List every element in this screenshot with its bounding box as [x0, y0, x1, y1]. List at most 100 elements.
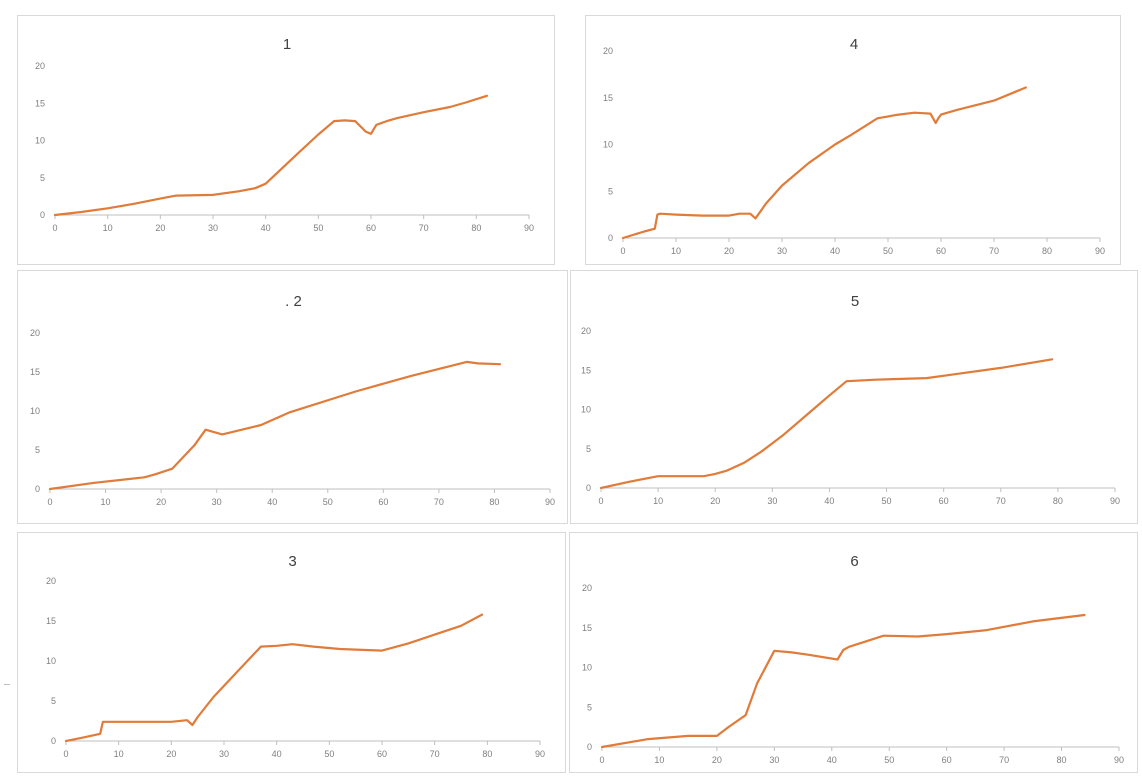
chart-title: 1: [283, 36, 291, 53]
divider-mark: [4, 684, 10, 685]
y-tick-label: 10: [46, 656, 56, 666]
x-tick-label: 0: [620, 246, 625, 256]
y-tick-label: 0: [608, 233, 613, 243]
x-tick-label: 70: [996, 496, 1006, 506]
x-tick-label: 10: [671, 246, 681, 256]
x-tick-label: 30: [219, 749, 229, 759]
y-tick-label: 10: [603, 140, 613, 150]
x-tick-label: 80: [1042, 246, 1052, 256]
x-tick-label: 80: [471, 223, 481, 233]
x-tick-label: 50: [323, 497, 333, 507]
x-tick-label: 0: [52, 223, 57, 233]
chart-title: 4: [850, 36, 858, 53]
x-tick-label: 90: [545, 497, 555, 507]
y-tick-label: 5: [35, 445, 40, 455]
y-tick-label: 10: [30, 406, 40, 416]
x-tick-label: 80: [482, 749, 492, 759]
y-tick-label: 10: [35, 136, 45, 146]
x-tick-label: 80: [1053, 496, 1063, 506]
x-tick-label: 0: [599, 755, 604, 765]
x-tick-label: 40: [824, 496, 834, 506]
x-tick-label: 60: [936, 246, 946, 256]
chart-title: 3: [288, 553, 296, 570]
x-tick-label: 30: [767, 496, 777, 506]
y-tick-label: 0: [51, 736, 56, 746]
series-line: [599, 358, 1054, 490]
x-tick-label: 10: [114, 749, 124, 759]
series-line: [48, 360, 502, 491]
x-tick-label: 30: [777, 246, 787, 256]
x-tick-label: 30: [769, 755, 779, 765]
x-tick-label: 10: [103, 223, 113, 233]
x-tick-label: 90: [1110, 496, 1120, 506]
x-tick-label: 20: [156, 497, 166, 507]
x-tick-label: 60: [939, 496, 949, 506]
y-tick-label: 20: [582, 583, 592, 593]
x-tick-label: 80: [489, 497, 499, 507]
x-tick-label: 60: [942, 755, 952, 765]
x-tick-label: 40: [827, 755, 837, 765]
chart-panel-4: 4 0 10 20 30 40 50 60 70 80 90 0 5 10 15 20: [585, 15, 1121, 265]
x-tick-label: 20: [166, 749, 176, 759]
y-tick-label: 0: [35, 484, 40, 494]
x-tick-label: 60: [366, 223, 376, 233]
series-line: [600, 613, 1086, 749]
x-tick-label: 40: [261, 223, 271, 233]
y-tick-label: 15: [46, 616, 56, 626]
x-tick-label: 30: [212, 497, 222, 507]
x-tick-label: 60: [377, 749, 387, 759]
y-tick-label: 15: [35, 98, 45, 108]
x-tick-label: 0: [598, 496, 603, 506]
x-tick-label: 70: [419, 223, 429, 233]
x-tick-label: 70: [430, 749, 440, 759]
x-tick-label: 90: [535, 749, 545, 759]
y-tick-label: 15: [582, 623, 592, 633]
y-tick-label: 20: [30, 328, 40, 338]
x-tick-label: 50: [884, 755, 894, 765]
y-tick-label: 5: [608, 186, 613, 196]
x-tick-label: 90: [1114, 755, 1124, 765]
y-tick-label: 5: [586, 444, 591, 454]
x-tick-label: 70: [434, 497, 444, 507]
y-tick-label: 20: [603, 46, 613, 56]
y-tick-label: 5: [40, 173, 45, 183]
x-tick-label: 20: [712, 755, 722, 765]
y-tick-label: 5: [51, 696, 56, 706]
y-tick-label: 0: [40, 210, 45, 220]
x-tick-label: 10: [101, 497, 111, 507]
x-tick-label: 0: [47, 497, 52, 507]
chart-title: . 2: [285, 293, 302, 310]
x-tick-label: 60: [378, 497, 388, 507]
x-tick-label: 70: [999, 755, 1009, 765]
line-chart-2: . 2 0 10 20 30 40 50 60 70 80 90 0 5 10 15 20: [30, 293, 555, 507]
y-tick-label: 20: [46, 576, 56, 586]
y-tick-label: 5: [587, 702, 592, 712]
y-tick-label: 20: [35, 61, 45, 71]
chart-title: 6: [850, 553, 858, 570]
y-tick-label: 0: [587, 742, 592, 752]
y-tick-label: 15: [30, 367, 40, 377]
series-line: [621, 86, 1027, 240]
x-tick-label: 70: [989, 246, 999, 256]
x-tick-label: 30: [208, 223, 218, 233]
x-tick-label: 50: [324, 749, 334, 759]
chart-panel-3: 3 0 10 20 30 40 50 60 70 80 90 0 5 10 15 20: [17, 532, 566, 773]
x-tick-label: 20: [155, 223, 165, 233]
y-tick-label: 20: [581, 326, 591, 336]
x-tick-label: 40: [272, 749, 282, 759]
chart-panel-6: 6 0 10 20 30 40 50 60 70 80 90 0 5 10 15 20: [569, 532, 1138, 773]
x-tick-label: 10: [653, 496, 663, 506]
x-tick-label: 40: [830, 246, 840, 256]
x-tick-label: 0: [63, 749, 68, 759]
series-line: [53, 94, 488, 217]
x-tick-label: 10: [654, 755, 664, 765]
x-tick-label: 90: [524, 223, 534, 233]
y-tick-label: 10: [581, 405, 591, 415]
chart-panel-1: 1 0 10 20 30 40 50 60 70 80 90 0 5 10 15 20: [17, 15, 555, 265]
x-tick-label: 40: [267, 497, 277, 507]
chart-panel-5: 5 0 10 20 30 40 50 60 70 80 90 0 5 10 15 20: [570, 270, 1138, 524]
